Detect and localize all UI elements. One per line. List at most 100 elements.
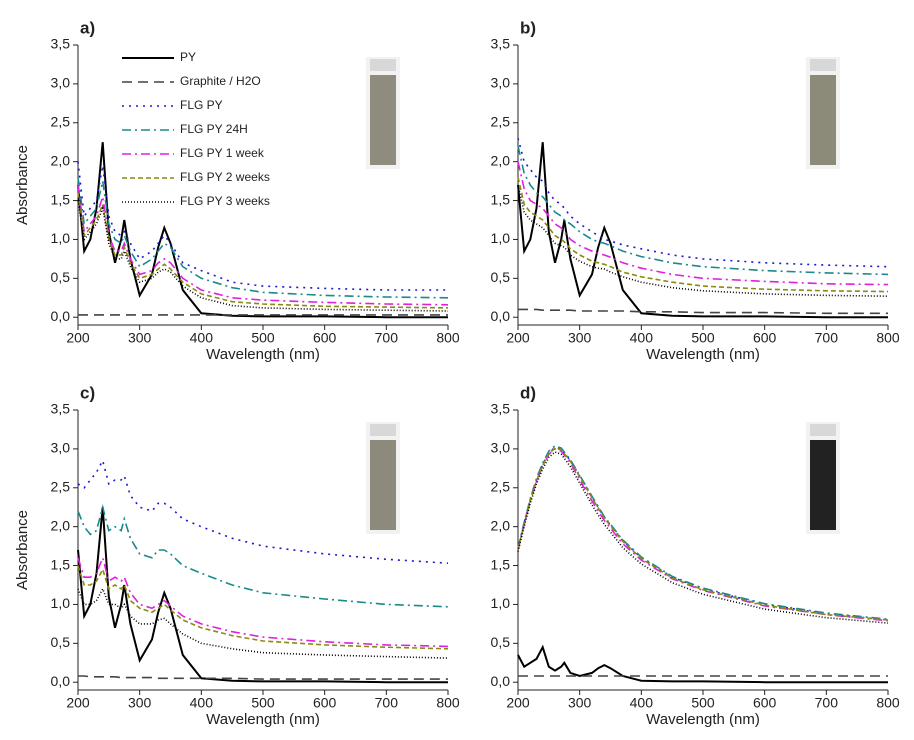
series-line bbox=[517, 447, 889, 621]
x-tick-label: 200 bbox=[66, 695, 90, 711]
legend-label: FLG PY 3 weeks bbox=[180, 194, 270, 208]
cuvette-photo bbox=[366, 422, 400, 534]
series-line bbox=[77, 504, 449, 608]
photo-cap bbox=[370, 424, 396, 436]
x-tick-label: 200 bbox=[506, 695, 530, 711]
series-line bbox=[77, 565, 449, 650]
x-axis-title: Wavelength (nm) bbox=[646, 711, 760, 728]
x-tick-label: 600 bbox=[313, 695, 337, 711]
cuvette-photo bbox=[806, 57, 840, 169]
panel: d) 0,0 0,5 1,0 1,5 2,0 2,5 3,0 3,5 200 300 400 500 60… bbox=[491, 383, 900, 727]
y-tick-label: 2,5 bbox=[51, 478, 71, 494]
y-tick-label: 2,0 bbox=[51, 152, 71, 168]
x-tick-label: 300 bbox=[568, 695, 592, 711]
series-line bbox=[77, 507, 448, 684]
y-tick-label: 1,0 bbox=[51, 230, 71, 246]
x-tick-label: 300 bbox=[128, 330, 152, 346]
legend-label: Graphite / H2O bbox=[180, 74, 261, 88]
series-line bbox=[517, 161, 889, 286]
series-line bbox=[517, 451, 889, 624]
series-line bbox=[517, 177, 889, 293]
series-line bbox=[77, 184, 449, 306]
y-tick-label: 2,5 bbox=[491, 113, 511, 129]
y-tick-label: 0,5 bbox=[51, 634, 71, 650]
x-tick-label: 500 bbox=[251, 330, 275, 346]
x-tick-label: 800 bbox=[876, 695, 900, 711]
y-tick-label: 2,0 bbox=[51, 517, 71, 533]
legend-label: FLG PY 24H bbox=[180, 122, 248, 136]
cuvette-photo bbox=[806, 422, 840, 534]
y-tick-label: 1,5 bbox=[491, 191, 511, 207]
series-line bbox=[517, 444, 889, 620]
series-line bbox=[517, 145, 889, 276]
y-tick-label: 1,5 bbox=[51, 556, 71, 572]
x-axis-title: Wavelength (nm) bbox=[646, 346, 760, 363]
x-tick-label: 200 bbox=[66, 330, 90, 346]
x-tick-label: 700 bbox=[375, 330, 399, 346]
y-tick-label: 0,0 bbox=[491, 673, 511, 689]
y-axis-title: Absorbance bbox=[14, 510, 31, 590]
y-tick-label: 2,5 bbox=[491, 478, 511, 494]
panel-title: a) bbox=[80, 18, 95, 37]
photo-liquid bbox=[810, 440, 836, 530]
x-tick-label: 400 bbox=[190, 330, 214, 346]
x-tick-label: 800 bbox=[876, 330, 900, 346]
x-axis-title: Wavelength (nm) bbox=[206, 346, 320, 363]
x-tick-label: 600 bbox=[753, 330, 777, 346]
y-tick-label: 0,0 bbox=[51, 673, 71, 689]
series-line bbox=[518, 308, 888, 315]
panel: c) 0,0 0,5 1,0 1,5 2,0 2,5 3,0 3,5 200 300 400 500 60… bbox=[14, 383, 460, 727]
y-tick-label: 1,0 bbox=[51, 595, 71, 611]
photo-liquid bbox=[370, 75, 396, 165]
x-tick-label: 600 bbox=[753, 695, 777, 711]
y-tick-label: 0,5 bbox=[491, 634, 511, 650]
panel: b) 0,0 0,5 1,0 1,5 2,0 2,5 3,0 3,5 200 300 400 500 60… bbox=[491, 18, 900, 362]
x-tick-label: 400 bbox=[630, 695, 654, 711]
y-tick-label: 0,5 bbox=[491, 269, 511, 285]
panel-title: d) bbox=[520, 383, 536, 402]
y-tick-label: 3,0 bbox=[491, 75, 511, 91]
legend-label: FLG PY 2 weeks bbox=[180, 170, 270, 184]
x-tick-label: 700 bbox=[815, 330, 839, 346]
series-line bbox=[77, 142, 448, 319]
y-tick-label: 2,5 bbox=[51, 113, 71, 129]
y-tick-label: 3,5 bbox=[491, 36, 511, 52]
series-line bbox=[77, 161, 448, 291]
series-line bbox=[517, 184, 889, 297]
y-tick-label: 1,0 bbox=[491, 595, 511, 611]
series-line bbox=[78, 675, 448, 680]
y-tick-label: 1,5 bbox=[491, 556, 511, 572]
y-tick-label: 1,5 bbox=[51, 191, 71, 207]
y-tick-label: 2,0 bbox=[491, 517, 511, 533]
series-line bbox=[77, 177, 449, 299]
x-tick-label: 600 bbox=[313, 330, 337, 346]
x-axis-title: Wavelength (nm) bbox=[206, 711, 320, 728]
x-tick-label: 300 bbox=[568, 330, 592, 346]
y-tick-label: 0,5 bbox=[51, 269, 71, 285]
y-tick-label: 0,0 bbox=[491, 308, 511, 324]
x-tick-label: 400 bbox=[630, 330, 654, 346]
y-tick-label: 1,0 bbox=[491, 230, 511, 246]
x-tick-label: 700 bbox=[375, 695, 399, 711]
panel-title: c) bbox=[80, 383, 95, 402]
y-tick-label: 3,5 bbox=[51, 36, 71, 52]
photo-cap bbox=[370, 59, 396, 71]
y-tick-label: 2,0 bbox=[491, 152, 511, 168]
y-tick-label: 0,0 bbox=[51, 308, 71, 324]
x-tick-label: 500 bbox=[691, 330, 715, 346]
panel: a) 0,0 0,5 1,0 1,5 2,0 2,5 3,0 3,5 200 300 400 500 60… bbox=[14, 18, 460, 362]
photo-liquid bbox=[370, 440, 396, 530]
series-line bbox=[517, 142, 888, 319]
y-tick-label: 3,5 bbox=[51, 401, 71, 417]
series-line bbox=[77, 192, 449, 309]
series-line bbox=[77, 200, 449, 312]
y-tick-label: 3,0 bbox=[491, 440, 511, 456]
x-tick-label: 400 bbox=[190, 695, 214, 711]
panel-title: b) bbox=[520, 18, 536, 37]
series-line bbox=[517, 644, 888, 684]
series-line bbox=[77, 555, 449, 648]
x-tick-label: 300 bbox=[128, 695, 152, 711]
photo-cap bbox=[810, 424, 836, 436]
x-tick-label: 500 bbox=[251, 695, 275, 711]
